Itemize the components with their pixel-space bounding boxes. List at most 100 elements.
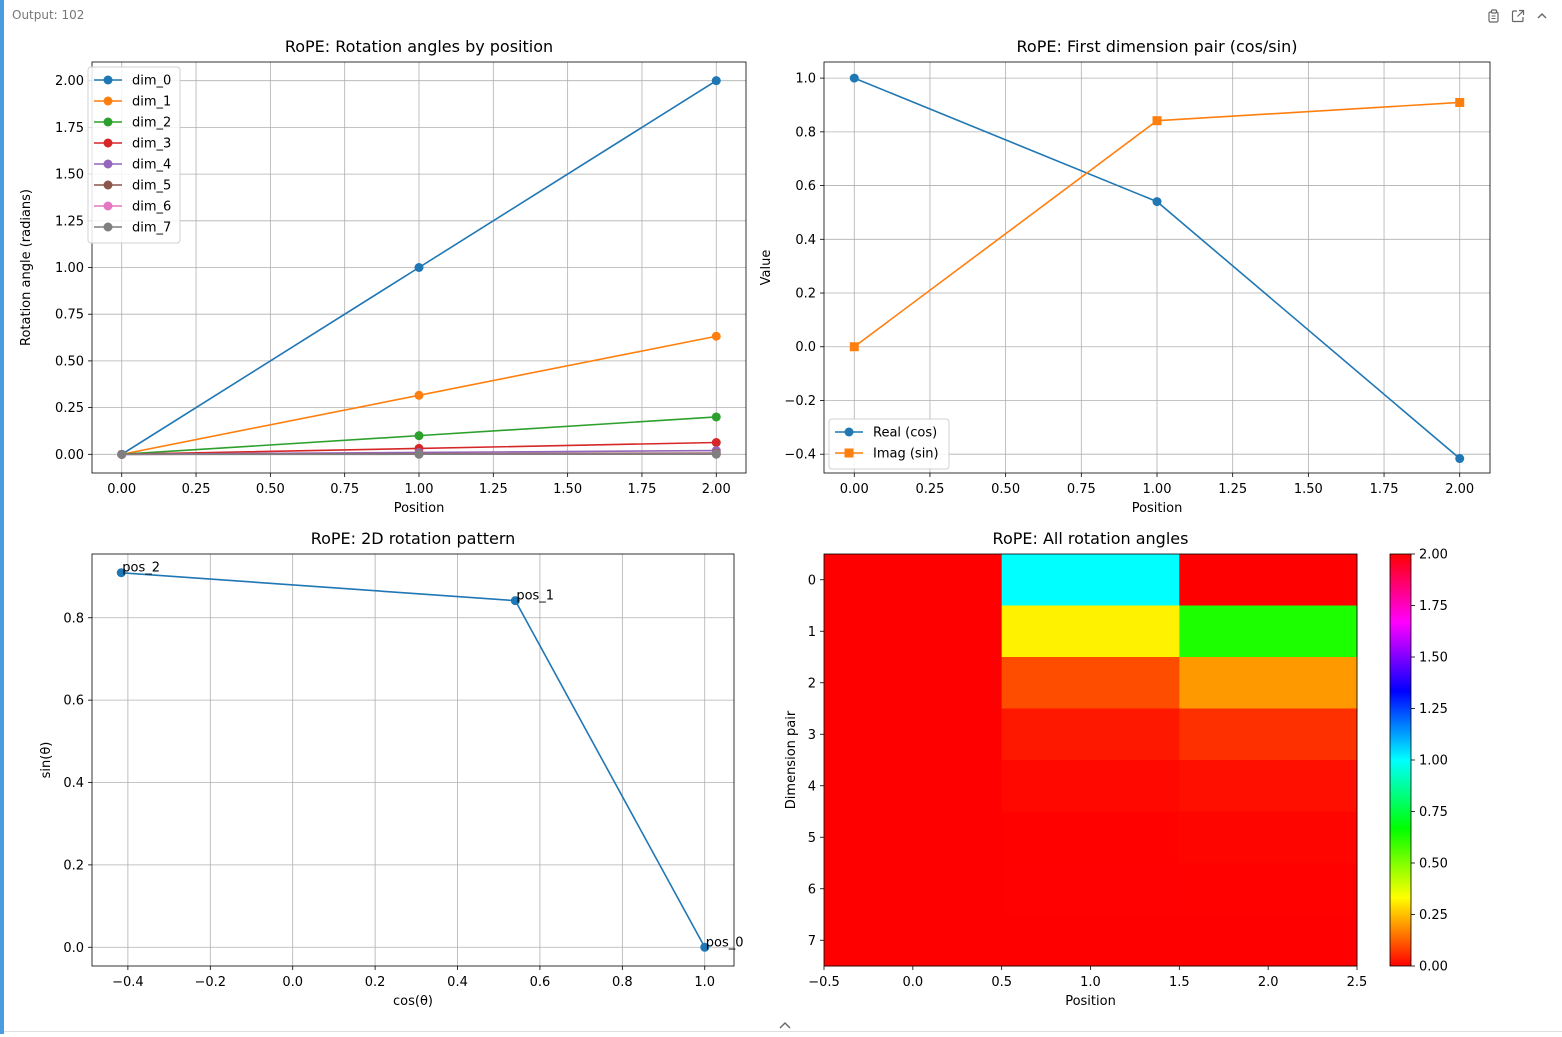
x-tick-label: 1.25 [479,482,508,497]
legend-marker [104,160,113,169]
x-tick-label: 0.75 [1067,482,1096,497]
chart-title: RoPE: Rotation angles by position [285,37,553,56]
x-tick-label: 1.75 [1370,482,1399,497]
colorbar-tick-label: 2.00 [1419,548,1448,563]
y-tick-label: 0.75 [55,308,84,323]
y-tick-label: 0.4 [795,233,816,248]
legend-marker [104,181,113,190]
colorbar-tick-label: 1.25 [1419,702,1448,717]
data-point [415,263,424,272]
expand-toggle-icon[interactable] [776,1018,794,1032]
legend-marker [104,139,113,148]
y-tick-label: 0.0 [63,941,84,956]
data-point [415,391,424,400]
heatmap-cell [1002,709,1180,761]
data-point [1455,454,1464,463]
y-tick-label: 0.8 [795,125,816,140]
data-point [712,412,721,421]
y-tick-label: −0.4 [784,448,816,463]
legend-label: dim_1 [132,95,171,110]
y-tick-label: 0.25 [55,401,84,416]
heatmap-cell [1002,760,1180,812]
legend-box [88,67,180,243]
data-point [712,438,721,447]
data-point [712,332,721,341]
heatmap-cell [824,760,1002,812]
y-tick-label: 0.2 [63,858,84,873]
x-tick-label: 0.25 [915,482,944,497]
x-tick-label: 0.8 [612,975,633,990]
y-tick-label: 0.00 [55,448,84,463]
legend-label: dim_0 [132,74,171,89]
legend-label: dim_3 [132,137,171,152]
data-point [712,450,721,459]
x-axis-label: cos(θ) [393,994,433,1009]
legend-marker [104,118,113,127]
x-tick-label: 0.75 [330,482,359,497]
legend-label: dim_4 [132,158,171,173]
x-axis-label: Position [1065,994,1116,1009]
legend-marker [845,449,854,458]
x-tick-label: 0.0 [902,975,923,990]
colorbar-tick-label: 1.75 [1419,599,1448,614]
heatmap-cell [824,812,1002,864]
data-point [1153,197,1162,206]
y-tick-label: 1.75 [55,121,84,136]
heatmap-cell [824,863,1002,915]
legend-marker [104,202,113,211]
colorbar-gradient [1390,554,1411,966]
x-tick-label: 0.50 [991,482,1020,497]
legend-label: dim_2 [132,116,171,131]
y-tick-label: 0 [808,573,816,588]
legend-label: Real (cos) [873,426,937,441]
x-tick-label: 0.25 [182,482,211,497]
data-point [1455,98,1464,107]
colorbar-tick-label: 1.50 [1419,651,1448,666]
x-tick-label: 1.25 [1218,482,1247,497]
x-tick-label: −0.4 [112,975,144,990]
x-tick-label: −0.2 [195,975,227,990]
y-tick-label: 1.0 [795,72,816,87]
point-label: pos_0 [706,935,744,950]
heatmap-cell [1002,915,1180,967]
chart-title: RoPE: 2D rotation pattern [311,529,516,548]
x-tick-label: 1.50 [553,482,582,497]
colorbar-tick-label: 0.25 [1419,908,1448,923]
heatmap-cell [1179,709,1357,761]
y-tick-label: 1.50 [55,168,84,183]
x-tick-label: 0.50 [256,482,285,497]
heatmap-cell [1179,657,1357,709]
y-tick-label: 1.00 [55,261,84,276]
data-point [415,431,424,440]
x-tick-label: 0.4 [447,975,468,990]
point-label: pos_1 [516,589,554,604]
data-point [712,76,721,85]
heatmap-cell [1179,863,1357,915]
y-axis-label: Rotation angle (radians) [19,189,34,346]
y-tick-label: 1 [808,625,816,640]
chart-3: RoPE: 2D rotation pattern −0.4 −0.2 0.0 0.2 0… [39,529,743,1009]
chart-2: RoPE: First dimension pair (cos/sin)0.00… [759,37,1490,516]
data-point [850,74,859,83]
x-tick-label: −0.5 [808,975,840,990]
y-axis-label: Value [759,250,774,286]
data-point [415,450,424,459]
heatmap-cell [1002,812,1180,864]
y-tick-label: 4 [808,779,816,794]
x-axis-label: Position [394,501,445,516]
heatmap-cell [1179,915,1357,967]
x-tick-label: 1.0 [1080,975,1101,990]
y-tick-label: 3 [808,728,816,743]
y-axis-label: Dimension pair [784,710,799,809]
heatmap-cell [1002,657,1180,709]
y-tick-label: 0.4 [63,776,84,791]
y-tick-label: 2 [808,676,816,691]
point-label: pos_2 [122,561,160,576]
colorbar: 0.000.250.500.751.001.251.501.752.00 [1390,548,1448,975]
heatmap-cell [824,915,1002,967]
x-tick-label: 0.00 [107,482,136,497]
y-tick-label: 1.25 [55,214,84,229]
x-tick-label: 1.00 [405,482,434,497]
heatmap-cell [824,606,1002,658]
